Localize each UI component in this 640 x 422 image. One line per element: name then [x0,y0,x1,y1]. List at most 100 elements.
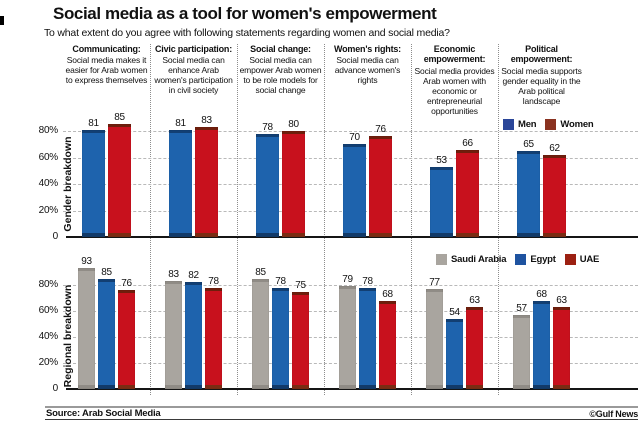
column-separator [324,44,325,395]
bar-value-label: 78 [262,121,273,133]
legend-label-women: Women [560,119,594,130]
bar-value-label: 78 [275,275,286,287]
bar-egypt-communicating [98,278,115,389]
bar-women-civic-participation [195,127,218,237]
bar-saudi-arabia-social-change [252,278,269,389]
bar-egypt-civic-participation [185,282,202,389]
y-tick-label: 60% [38,151,59,163]
y-tick-label: 80% [38,279,59,290]
bar-saudi-arabia-political-empowerment [513,314,530,389]
column-separator [411,44,412,395]
bar-men-political-empowerment [517,150,540,237]
bar-value-label: 85 [101,266,112,278]
legend-item-saudi-arabia: Saudi Arabia [436,254,507,265]
panel-ylabel-regional-breakdown: Regional breakdown [62,284,74,388]
bar-women-communicating [108,124,131,237]
bar-saudi-arabia-communicating [78,268,95,389]
y-tick-label: 20% [38,204,59,216]
legend-swatch-egypt [515,254,527,265]
category-title: Economic empowerment: [423,44,486,65]
y-tick-label: 40% [38,178,59,189]
y-tick-label: 20% [38,357,59,368]
y-tick-label: 60% [38,305,59,316]
category-header-economic-empowerment: Economic empowerment: Social media provid… [412,44,497,116]
bar-men-civic-participation [169,129,192,237]
bar-women-social-change [282,131,305,237]
bar-value-label: 80 [288,119,299,130]
bar-value-label: 85 [255,266,266,278]
bar-value-label: 78 [208,275,219,287]
category-description: Social media can advance women's rights [334,55,401,86]
legend-regional-breakdown: Saudi Arabia Egypt UAE [436,254,608,265]
bar-value-label: 68 [382,288,393,300]
y-tick-label: 0 [52,383,59,394]
bar-uae-civic-participation [205,287,222,389]
bar-value-label: 78 [362,275,373,287]
legend-label-egypt: Egypt [530,254,556,265]
bar-value-label: 76 [121,278,132,290]
bar-value-label: 70 [349,132,360,144]
category-title: Political empowerment: [510,44,573,65]
bar-saudi-arabia-civic-participation [165,281,182,389]
bar-value-label: 65 [523,138,534,150]
category-header-communicating: Communicating: Social media makes it easi… [64,44,149,85]
bar-value-label: 81 [88,117,99,129]
legend-label-saudi-arabia: Saudi Arabia [451,254,507,265]
bar-egypt-social-change [272,287,289,389]
panel-ylabel-gender-breakdown: Gender breakdown [62,136,74,232]
publisher-credit: ©Gulf News [589,409,638,419]
bar-women-women-s-rights [369,136,392,237]
y-tick-label: 0 [52,231,59,242]
legend-swatch-uae [564,254,576,265]
bar-uae-communicating [118,290,135,389]
bar-uae-political-empowerment [553,307,570,389]
bar-men-economic-empowerment [430,166,453,237]
bar-men-communicating [82,129,105,237]
column-separator [150,44,151,395]
bar-uae-women-s-rights [379,300,396,389]
category-description: Social media can enhance Arab women's pa… [154,55,233,96]
category-title: Civic participation: [154,44,232,54]
legend-swatch-women [545,119,557,130]
legend-item-men: Men [503,119,537,130]
category-header-social-change: Social change: Social media can empower A… [238,44,323,95]
bar-value-label: 82 [188,270,199,282]
bar-value-label: 79 [342,274,353,286]
column-separator [237,44,238,395]
chart-subtitle: To what extent do you agree with followi… [44,27,450,39]
gridline-80 [63,285,638,286]
bar-uae-economic-empowerment [466,307,483,389]
bar-value-label: 63 [556,295,567,307]
x-axis-baseline [66,236,638,238]
left-edge-mark [0,16,4,25]
bar-saudi-arabia-women-s-rights [339,286,356,389]
legend-label-uae: UAE [579,254,600,265]
bar-value-label: 57 [516,302,527,314]
bar-value-label: 53 [436,154,447,166]
category-header-women-s-rights: Women's rights: Social media can advance … [325,44,410,85]
category-title: Communicating: [72,44,141,54]
source-credit: Source: Arab Social Media [46,408,161,419]
bar-women-economic-empowerment [456,149,479,237]
bar-egypt-economic-empowerment [446,318,463,389]
bar-value-label: 63 [469,295,480,307]
bar-men-social-change [256,133,279,237]
bar-egypt-women-s-rights [359,287,376,389]
bar-value-label: 76 [375,124,386,136]
legend-swatch-men [503,119,514,130]
category-description: Social media provides Arab women with ec… [414,65,495,116]
category-header-civic-participation: Civic participation: Social media can enh… [151,44,236,95]
footer-bottom-rule [45,419,638,420]
bar-women-political-empowerment [543,154,566,237]
category-title: Social change: [250,44,311,54]
bar-value-label: 77 [429,276,440,288]
bar-value-label: 93 [81,256,92,268]
bar-value-label: 75 [295,279,306,291]
legend-item-egypt: Egypt [515,254,556,265]
category-title: Women's rights: [334,44,401,54]
bar-uae-social-change [292,291,309,389]
y-tick-label: 40% [38,331,59,342]
bar-value-label: 68 [536,288,547,300]
bar-value-label: 83 [201,115,212,127]
